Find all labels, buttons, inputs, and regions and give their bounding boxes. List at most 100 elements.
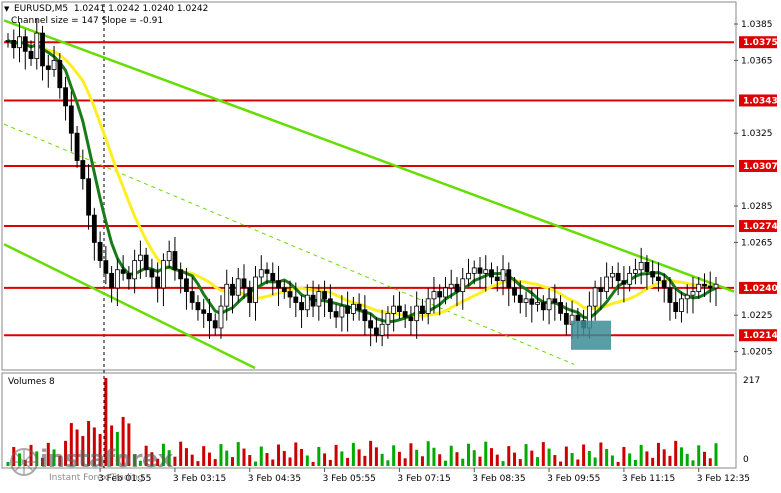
candle-body [633, 269, 638, 274]
volume-bar [144, 445, 148, 466]
volume-bar [18, 453, 22, 466]
candle-body [437, 291, 443, 298]
volume-bar [616, 461, 620, 466]
volume-bar [610, 455, 614, 466]
candle-body [149, 269, 155, 278]
volume-bar [530, 450, 534, 466]
candle-body [212, 320, 218, 329]
volume-bar [697, 445, 701, 466]
candle-body [563, 312, 569, 325]
level-price-label: 1.0375 [743, 38, 778, 48]
candle-body [529, 298, 535, 305]
candle-body [454, 283, 460, 292]
candle-body [702, 283, 707, 287]
volume-bar [380, 453, 384, 466]
candle-body [696, 283, 702, 292]
candle-body [247, 287, 253, 303]
volume-bar [202, 446, 206, 466]
level-price-label: 1.0240 [743, 284, 778, 294]
volume-bar [518, 459, 522, 466]
level-price-tag [739, 159, 777, 172]
volume-bar [622, 446, 626, 466]
volume-bar [513, 452, 517, 466]
candle-body [506, 269, 512, 289]
volume-bar [466, 443, 470, 466]
x-tick-label: 3 Feb 07:15 [397, 474, 450, 484]
candle-body [120, 269, 126, 274]
candle-body [621, 280, 627, 285]
candle-body [5, 40, 11, 42]
candle-body [28, 50, 34, 59]
volume-bar [639, 444, 643, 466]
volume-bar [374, 447, 378, 466]
volume-bar [369, 440, 373, 466]
volume-bar [46, 442, 50, 466]
candle-body [86, 178, 91, 216]
candle-body [494, 276, 500, 282]
volume-bar [219, 444, 223, 466]
x-tick-label: 3 Feb 12:35 [697, 474, 750, 484]
candle-body [114, 269, 120, 289]
volume-bar [570, 453, 574, 466]
volume-bar [420, 456, 424, 466]
y-tick-label: 1.0225 [741, 311, 773, 321]
volume-bar [536, 457, 540, 466]
volume-bar [328, 459, 332, 466]
candle-body [356, 303, 362, 311]
volume-bar [346, 457, 350, 466]
candle-body [218, 305, 224, 329]
volume-bar [127, 423, 131, 466]
candle-body [316, 291, 322, 307]
volume-bar [484, 441, 488, 466]
candle-body [673, 302, 679, 312]
volume-bar [478, 456, 482, 466]
volume-bar [651, 457, 655, 466]
volume-bar [12, 446, 16, 466]
candle-body [679, 298, 684, 312]
volume-bar [242, 448, 246, 466]
volume-bar [397, 451, 401, 466]
candle-body [362, 309, 368, 322]
candle-body [575, 314, 581, 322]
candle-body [540, 302, 546, 311]
volume-bar [409, 443, 413, 466]
volume-bar [443, 460, 447, 466]
candle-body [155, 276, 161, 289]
candle-body [74, 132, 80, 161]
volume-bar [6, 461, 10, 466]
volume-bar [115, 431, 119, 466]
volume-bar [553, 455, 557, 466]
candle-body [460, 278, 466, 292]
candle-body [241, 278, 247, 289]
volume-bar [645, 451, 649, 466]
y-tick-label: 1.0385 [741, 20, 773, 30]
candle-body [166, 251, 172, 262]
volume-bar [323, 453, 327, 466]
volume-title: Volumes 8 [8, 377, 55, 387]
candle-body [443, 287, 448, 298]
candle-body [253, 276, 258, 303]
volume-bar [98, 433, 102, 466]
candle-body [57, 60, 63, 89]
candle-body [235, 278, 241, 296]
volume-bar [628, 453, 632, 466]
candle-body [368, 320, 374, 329]
moving-average-slow [7, 39, 717, 318]
candle-body [137, 254, 143, 262]
x-tick-label: 3 Feb 09:55 [547, 474, 600, 484]
dropdown-triangle-icon[interactable]: ▼ [4, 5, 10, 13]
candle-body [684, 294, 690, 300]
volume-bar [472, 450, 476, 466]
volume-bar [593, 457, 597, 466]
candle-body [552, 298, 558, 303]
volume-bar [415, 449, 419, 466]
candle-body [97, 242, 103, 262]
volume-bar [92, 427, 96, 466]
level-price-tag [739, 220, 777, 233]
candle-body [132, 260, 138, 280]
volume-bar [708, 458, 712, 466]
volume-bar [392, 445, 396, 466]
candle-body [402, 311, 408, 318]
volume-bar [121, 416, 125, 466]
